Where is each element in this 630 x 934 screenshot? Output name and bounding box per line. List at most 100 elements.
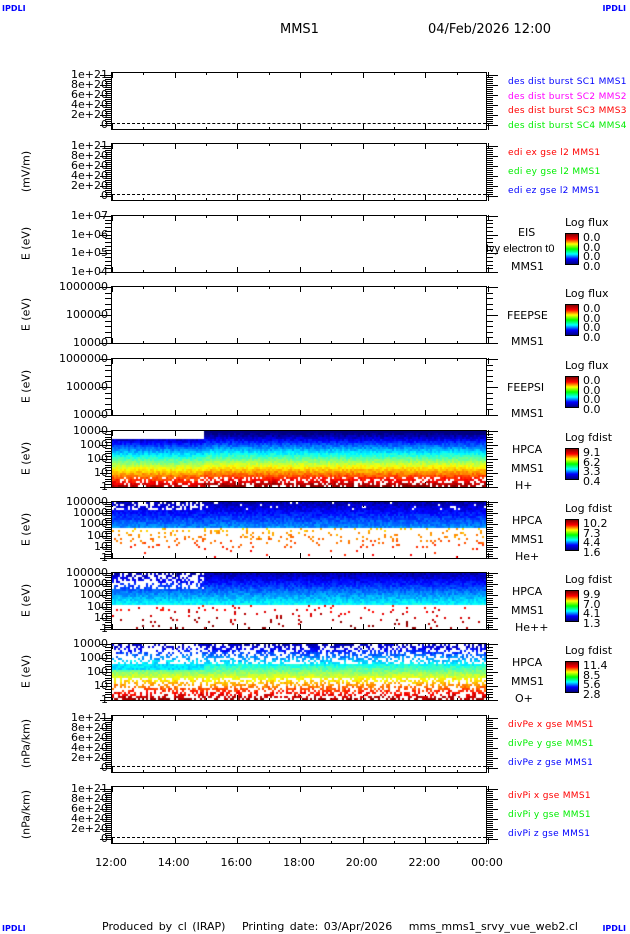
y-minor-tick — [486, 77, 493, 78]
y-tick-mark — [486, 700, 498, 701]
y-tick-mark — [100, 573, 112, 574]
y-minor-tick — [105, 403, 112, 405]
y-tick-mark — [100, 758, 112, 759]
x-tick-mark — [488, 195, 489, 201]
colorbar-title: Log fdist — [565, 644, 613, 657]
y-minor-tick — [486, 453, 493, 455]
y-tick-mark — [100, 156, 112, 157]
y-minor-tick — [486, 611, 493, 613]
y-minor-tick — [105, 680, 112, 682]
y-minor-tick — [105, 238, 112, 240]
x-tick-mark — [206, 715, 207, 718]
y-minor-tick — [105, 615, 112, 617]
y-tick-mark — [100, 146, 112, 147]
x-tick-mark — [425, 143, 427, 149]
x-tick-mark — [268, 770, 270, 773]
y-minor-tick — [105, 760, 112, 761]
y-tick-mark — [100, 558, 112, 559]
footer-printing-date: Printing date: 03/Apr/2026 — [241, 920, 393, 933]
y-tick-label: 0 — [8, 119, 108, 130]
y-tick-mark — [100, 343, 112, 344]
y-tick-label: 1e+06 — [71, 227, 108, 241]
y-minor-tick — [105, 586, 112, 588]
y-minor-tick — [486, 791, 493, 792]
y-tick-label: 2e+20 — [71, 822, 108, 835]
y-tick-label: 1e+21 — [71, 139, 108, 152]
x-tick-mark — [206, 413, 207, 416]
y-tick-mark — [100, 658, 112, 659]
y-minor-tick — [486, 257, 493, 259]
x-tick-mark — [331, 841, 333, 844]
y-minor-tick — [486, 519, 493, 521]
x-tick-mark — [206, 127, 207, 130]
x-tick-mark — [206, 215, 207, 218]
legend-entry: des dist burst SC2 MMS2 — [508, 91, 627, 102]
x-tick-mark — [143, 215, 145, 218]
legend-entry: divPe x gse MMS1 — [508, 720, 594, 730]
x-tick-mark — [268, 715, 270, 718]
x-tick-mark — [112, 767, 113, 773]
x-tick-mark — [300, 410, 301, 416]
y-tick-mark — [100, 166, 112, 167]
y-minor-tick — [105, 89, 112, 90]
x-tick-mark — [456, 270, 458, 273]
y-tick-label: 2e+20 — [71, 108, 108, 121]
y-minor-tick — [486, 381, 493, 383]
y-minor-tick — [486, 663, 493, 665]
panel-7: 100000100001000100101 — [66, 496, 498, 563]
y-minor-tick — [105, 544, 112, 546]
y-tick-label: 1e+21 — [71, 711, 108, 724]
x-tick-mark — [488, 338, 489, 344]
y-minor-tick — [486, 517, 493, 519]
x-tick-mark — [488, 767, 489, 773]
y-tick-mark — [100, 234, 112, 236]
y-minor-tick — [486, 264, 493, 266]
y-minor-tick — [486, 764, 493, 765]
x-tick-mark — [300, 124, 301, 130]
species-label: O+ — [515, 692, 533, 705]
x-tick-mark — [143, 770, 145, 773]
y-minor-tick — [105, 803, 112, 804]
y-tick-mark — [486, 535, 498, 537]
spacecraft-label: MMS1 — [511, 260, 544, 273]
x-tick-mark — [331, 72, 333, 75]
y-minor-tick — [105, 398, 112, 400]
colorbar-value: 5.6 — [583, 678, 601, 691]
y-tick-label: 0 — [8, 762, 108, 773]
instrument-label: HPCA — [512, 514, 543, 527]
y-tick-label: 10000 — [73, 506, 108, 520]
y-minor-tick — [486, 752, 493, 753]
y-minor-tick — [486, 326, 493, 328]
y-tick-mark — [486, 546, 498, 548]
colorbar-value: 8.5 — [583, 668, 601, 682]
y-minor-tick — [486, 620, 493, 622]
colorbar — [565, 233, 579, 265]
y-minor-tick — [105, 478, 112, 480]
y-minor-tick — [105, 436, 112, 438]
x-tick-mark — [456, 143, 458, 146]
y-minor-tick — [486, 81, 493, 82]
x-tick-mark — [456, 341, 458, 344]
y-minor-tick — [105, 581, 112, 583]
y-axis-label: (mV/m) — [19, 150, 33, 193]
y-tick-label: 100000 — [66, 495, 108, 508]
y-tick-mark — [486, 166, 498, 167]
colorbar-value: 0.0 — [583, 383, 601, 397]
y-minor-tick — [105, 519, 112, 521]
y-tick-mark — [100, 748, 112, 749]
x-tick-mark — [362, 838, 364, 844]
y-minor-tick — [486, 677, 493, 679]
y-tick-mark — [100, 415, 112, 416]
y-tick-label: 4e+20 — [71, 169, 108, 182]
y-minor-tick — [486, 602, 493, 604]
x-tick-mark — [456, 286, 458, 289]
y-minor-tick — [105, 666, 112, 668]
y-minor-tick — [105, 392, 112, 394]
y-minor-tick — [486, 461, 493, 463]
y-minor-tick — [105, 337, 112, 339]
y-minor-tick — [105, 813, 112, 814]
y-tick-mark — [486, 75, 498, 76]
y-minor-tick — [486, 817, 493, 818]
y-minor-tick — [105, 817, 112, 818]
